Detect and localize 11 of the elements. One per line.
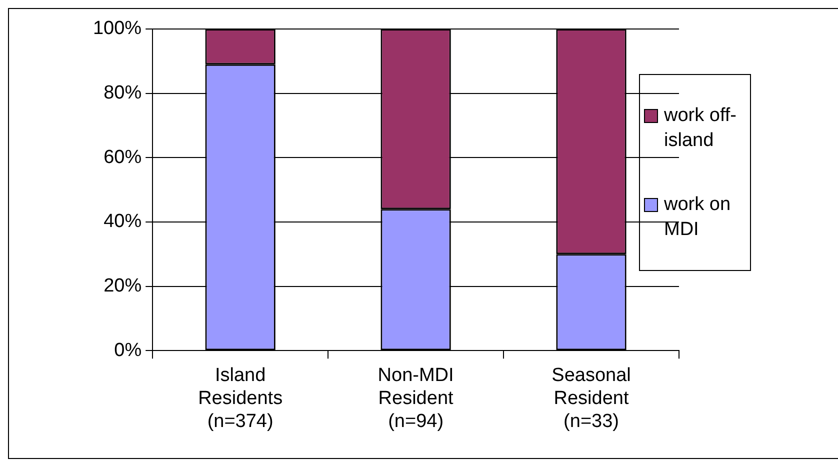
- y-tick-label: 60%: [104, 146, 142, 168]
- x-tick-label: Non-MDI Resident (n=94): [378, 365, 454, 432]
- x-tick-label: Seasonal Resident (n=33): [552, 365, 631, 432]
- y-tick-label: 80%: [104, 82, 142, 104]
- legend-label: work on MDI: [664, 193, 732, 242]
- x-tick-label: Island Residents (n=374): [198, 365, 283, 432]
- y-tick-label: 100%: [92, 18, 142, 40]
- y-tick-label: 0%: [114, 340, 142, 361]
- y-tick-label: 20%: [104, 276, 142, 297]
- legend-label: work off-island: [664, 104, 738, 153]
- y-tick-label: 40%: [104, 211, 142, 232]
